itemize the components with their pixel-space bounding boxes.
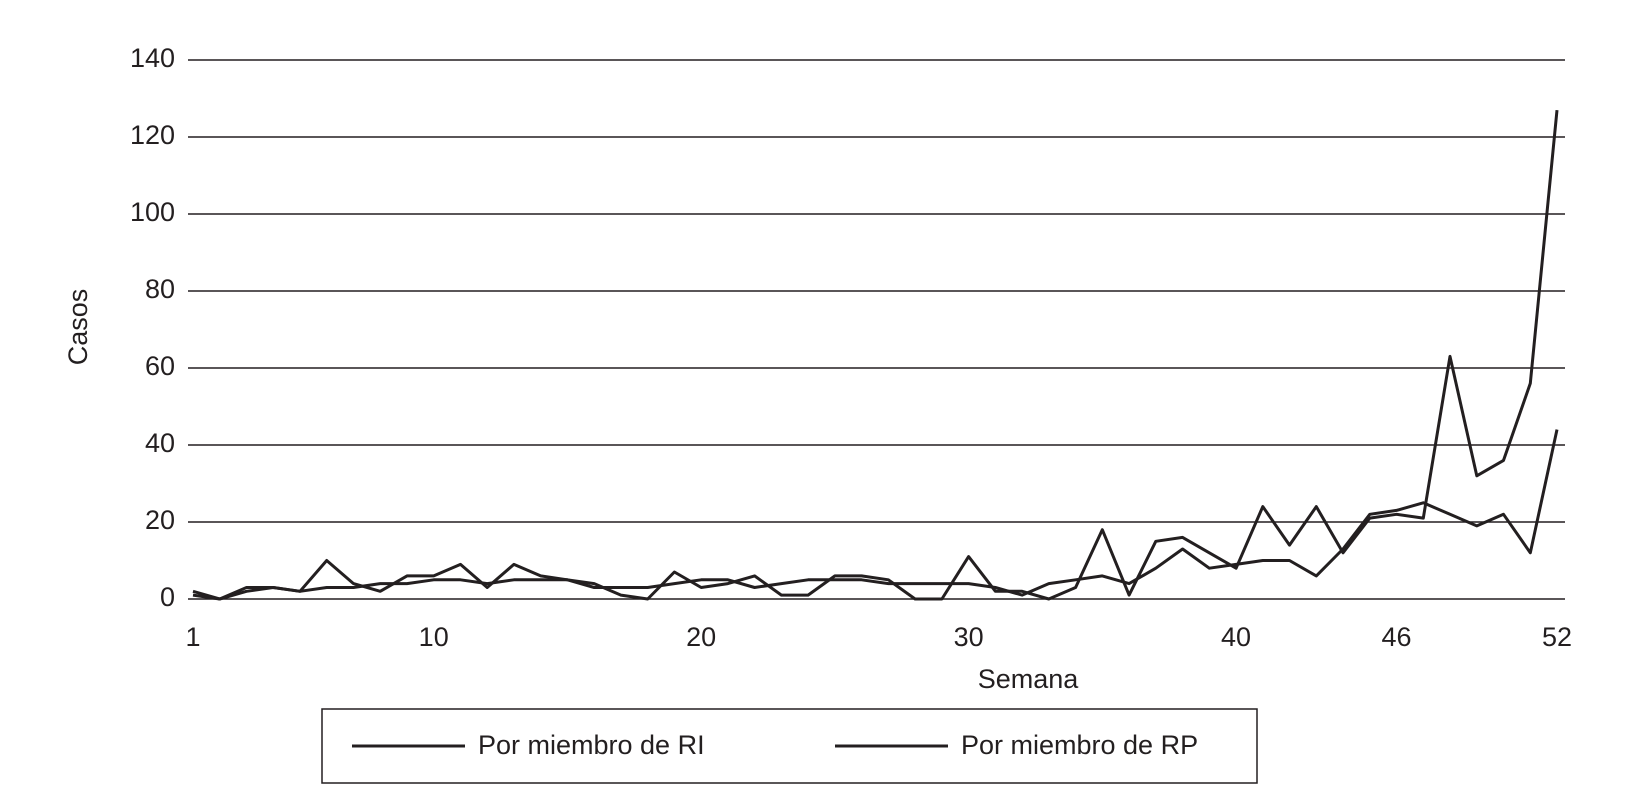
y-tick-label: 100: [130, 197, 175, 227]
x-tick-label: 52: [1542, 622, 1572, 652]
y-tick-label: 20: [145, 505, 175, 535]
legend-label: Por miembro de RI: [478, 730, 705, 760]
y-tick-label: 140: [130, 43, 175, 73]
data-line: [192, 429, 1559, 601]
y-tick-label: 60: [145, 351, 175, 381]
y-tick-label: 120: [130, 120, 175, 150]
data-line: [192, 109, 1559, 601]
x-tick-label: 20: [686, 622, 716, 652]
legend-box: [321, 708, 1258, 784]
x-tick-label: 1: [185, 622, 200, 652]
x-tick-label: 30: [954, 622, 984, 652]
x-tick-label: 10: [419, 622, 449, 652]
y-axis-label: Casos: [63, 289, 93, 366]
y-tick-label: 80: [145, 274, 175, 304]
legend-label: Por miembro de RP: [961, 730, 1198, 760]
x-axis-label: Semana: [978, 664, 1080, 694]
x-tick-label: 46: [1382, 622, 1412, 652]
y-tick-label: 0: [160, 582, 175, 612]
x-tick-label: 40: [1221, 622, 1251, 652]
y-tick-label: 40: [145, 428, 175, 458]
